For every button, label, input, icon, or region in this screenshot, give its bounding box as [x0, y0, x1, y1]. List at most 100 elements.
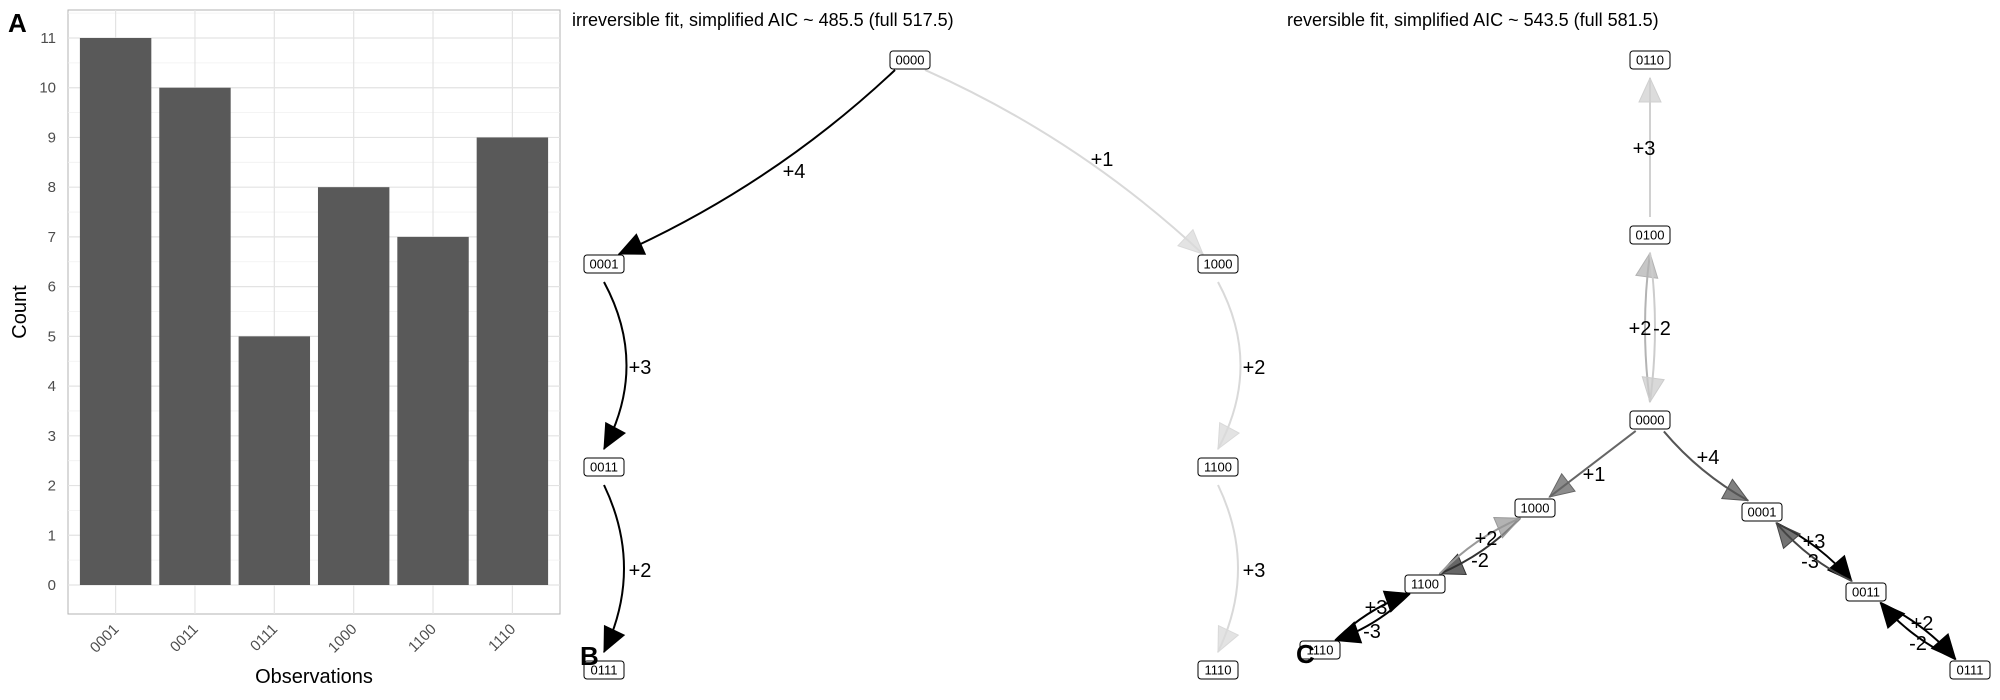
- x-tick-label: 0001: [87, 621, 123, 657]
- panel-letter-c: C: [1296, 639, 1315, 669]
- panel-letter-b: B: [580, 641, 599, 671]
- node-label: 0001: [1748, 505, 1777, 520]
- edge-label: +1: [1091, 149, 1114, 171]
- edge-arrowhead: [1548, 472, 1576, 498]
- x-tick-labels: 0001 0011 0111 1000 1100 1110: [87, 621, 519, 657]
- edge-label: +3: [1803, 531, 1826, 553]
- edges: [603, 69, 1242, 654]
- node-box: [583, 660, 625, 680]
- y-tick-label: 9: [48, 129, 56, 146]
- edge-arrowhead: [603, 624, 626, 654]
- edge-label: +2: [1629, 318, 1652, 340]
- edge-label: +3: [1243, 560, 1266, 582]
- edge-arrowhead: [1493, 516, 1522, 539]
- node-label: 0100: [1636, 228, 1665, 243]
- edge-arrowhead: [1334, 621, 1363, 644]
- edge: [924, 69, 1204, 255]
- node-label: 0110: [1636, 53, 1664, 68]
- bar: [159, 87, 231, 586]
- node-box: [583, 254, 625, 274]
- edge-arrowhead: [1879, 601, 1906, 630]
- x-tick-label: 1000: [325, 621, 361, 657]
- node-label: 0111: [591, 663, 618, 678]
- x-tick-label: 1100: [405, 621, 440, 656]
- x-tick-label: 0011: [167, 621, 202, 656]
- y-tick-label: 1: [48, 527, 56, 544]
- y-tick-label: 3: [48, 428, 56, 445]
- network-title-c: reversible fit, simplified AIC ~ 543.5 (…: [1287, 10, 1659, 30]
- edge-arrowhead: [1641, 376, 1665, 404]
- bar: [238, 336, 311, 585]
- bar: [79, 38, 152, 585]
- bars: [79, 38, 549, 586]
- edge-arrowhead: [603, 421, 626, 451]
- edge-label: +3: [629, 357, 652, 379]
- nodes: 0000 0001 0011 0111 1000 1100 1110: [583, 50, 1239, 680]
- node-box: [1197, 254, 1239, 274]
- edge-arrowhead: [1638, 76, 1662, 103]
- node-label: 0000: [1636, 413, 1665, 428]
- edge: [618, 69, 896, 255]
- node-box: [1741, 502, 1783, 522]
- y-tick-label: 8: [48, 179, 56, 196]
- node-label: 0011: [590, 460, 618, 475]
- y-tick-label: 2: [48, 478, 56, 495]
- edge-arrowhead: [1635, 251, 1659, 279]
- node-label: 1110: [1205, 663, 1232, 678]
- node-label: 1100: [1411, 577, 1439, 592]
- edge-arrowhead: [1217, 624, 1240, 654]
- edge-label: +3: [1365, 597, 1388, 619]
- panel-c: reversible fit, simplified AIC ~ 543.5 (…: [1287, 10, 1991, 680]
- edge-label: +2: [1475, 528, 1498, 550]
- panel-a: A 0 1 2 3 4 5 6 7 8 9 10 11 0001 0011 0111 1000 1100 111…: [8, 8, 561, 688]
- panel-letter-a: A: [8, 8, 27, 38]
- edge-label: +4: [1697, 447, 1720, 469]
- node-box: [1629, 50, 1671, 70]
- edge-arrowhead: [1217, 421, 1240, 451]
- panel-b: irreversible fit, simplified AIC ~ 485.5…: [572, 10, 1266, 680]
- y-axis-title: Count: [9, 285, 31, 339]
- edge-label: -2: [1471, 550, 1489, 572]
- bar: [476, 137, 549, 586]
- edge-arrowhead: [617, 233, 647, 255]
- network-title-b: irreversible fit, simplified AIC ~ 485.5…: [572, 10, 954, 30]
- edge-arrowhead: [1720, 478, 1750, 502]
- node-box: [1197, 660, 1239, 680]
- edge-arrowhead: [1177, 228, 1204, 255]
- edge-label: +2: [629, 560, 652, 582]
- node-box: [1299, 640, 1341, 660]
- x-axis-title: Observations: [255, 666, 373, 688]
- y-tick-label: 7: [48, 229, 56, 246]
- node-box: [583, 457, 625, 477]
- y-tick-label: 11: [40, 30, 56, 47]
- bar: [397, 236, 469, 585]
- node-box: [1197, 457, 1239, 477]
- edge-label: +2: [1911, 613, 1934, 635]
- x-tick-label: 0111: [247, 621, 281, 655]
- edge-label: -2: [1909, 633, 1927, 655]
- edge-arrowhead: [1438, 553, 1467, 576]
- node-label: 1000: [1204, 257, 1233, 272]
- node-label: 1100: [1204, 460, 1232, 475]
- edge-labels: +3+2 -2+1+2-2+3-3+4+3-3+2-2: [1363, 138, 1933, 655]
- edge-labels: +4 +3 +2 +1 +2 +3: [629, 149, 1266, 582]
- edge-label: +4: [783, 161, 806, 183]
- node-label: 0111: [1957, 663, 1984, 678]
- node-box: [889, 50, 931, 70]
- node-box: [1514, 498, 1556, 518]
- edge-label: +1: [1583, 464, 1606, 486]
- edges: [1334, 76, 1957, 661]
- edge-arrowhead: [1775, 522, 1802, 550]
- x-tick-label: 1110: [485, 621, 519, 655]
- edge-label: -3: [1801, 551, 1819, 573]
- node-label: 0000: [896, 53, 925, 68]
- node-box: [1404, 574, 1446, 594]
- edge-label: -2: [1653, 318, 1671, 340]
- edge-arrowhead: [1382, 590, 1411, 613]
- node-box: [1949, 660, 1991, 680]
- y-tick-label: 6: [48, 279, 56, 296]
- node-box: [1845, 582, 1887, 602]
- node-label: 1000: [1521, 501, 1550, 516]
- node-box: [1629, 225, 1671, 245]
